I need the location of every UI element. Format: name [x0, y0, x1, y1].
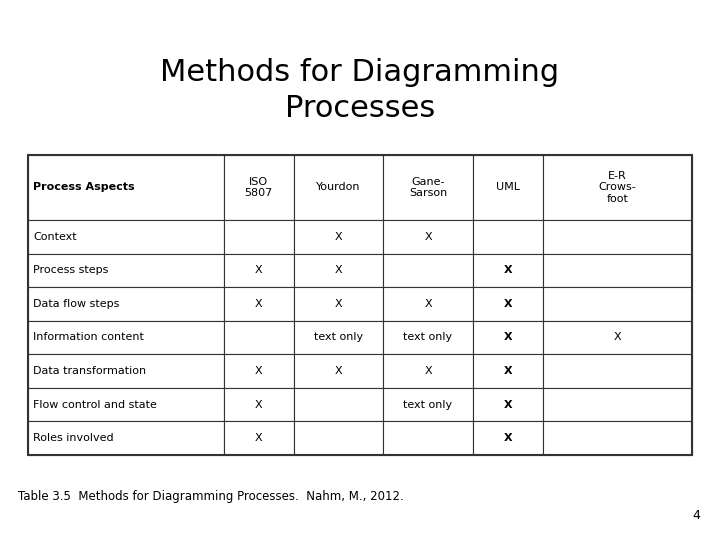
- Text: Data flow steps: Data flow steps: [33, 299, 120, 309]
- Bar: [543, 354, 692, 388]
- Text: UML: UML: [496, 183, 520, 192]
- Text: ISO
5807: ISO 5807: [245, 177, 273, 198]
- Text: Gane-
Sarson: Gane- Sarson: [409, 177, 447, 198]
- Text: Data transformation: Data transformation: [33, 366, 146, 376]
- Bar: [224, 388, 294, 421]
- Bar: [224, 155, 294, 220]
- Text: X: X: [255, 265, 263, 275]
- Bar: [543, 155, 692, 220]
- Bar: [28, 220, 224, 254]
- Text: X: X: [255, 366, 263, 376]
- Bar: [28, 354, 224, 388]
- Bar: [28, 155, 692, 455]
- Text: X: X: [503, 265, 512, 275]
- Bar: [473, 287, 543, 321]
- Text: X: X: [255, 433, 263, 443]
- Bar: [224, 421, 294, 455]
- Text: 4: 4: [692, 509, 700, 522]
- Bar: [543, 287, 692, 321]
- Bar: [383, 254, 473, 287]
- Text: X: X: [255, 299, 263, 309]
- Text: X: X: [335, 299, 342, 309]
- Text: E-R
Crows-
foot: E-R Crows- foot: [598, 171, 636, 204]
- Bar: [473, 220, 543, 254]
- Bar: [543, 220, 692, 254]
- Text: Table 3.5  Methods for Diagramming Processes.  Nahm, M., 2012.: Table 3.5 Methods for Diagramming Proces…: [18, 490, 404, 503]
- Text: Roles involved: Roles involved: [33, 433, 114, 443]
- Bar: [473, 321, 543, 354]
- Bar: [224, 321, 294, 354]
- Bar: [543, 254, 692, 287]
- Text: Context: Context: [33, 232, 76, 242]
- Bar: [28, 155, 224, 220]
- Bar: [294, 287, 383, 321]
- Text: Process steps: Process steps: [33, 265, 109, 275]
- Text: Methods for Diagramming
Processes: Methods for Diagramming Processes: [161, 58, 559, 123]
- Bar: [543, 321, 692, 354]
- Text: X: X: [424, 232, 432, 242]
- Text: X: X: [503, 400, 512, 410]
- Text: Yourdon: Yourdon: [316, 183, 361, 192]
- Bar: [28, 287, 224, 321]
- Text: X: X: [255, 400, 263, 410]
- Bar: [224, 287, 294, 321]
- Bar: [543, 421, 692, 455]
- Text: Information content: Information content: [33, 333, 144, 342]
- Text: Process Aspects: Process Aspects: [33, 183, 135, 192]
- Bar: [294, 220, 383, 254]
- Bar: [294, 155, 383, 220]
- Bar: [383, 321, 473, 354]
- Bar: [224, 354, 294, 388]
- Text: text only: text only: [403, 400, 453, 410]
- Text: X: X: [503, 366, 512, 376]
- Bar: [294, 421, 383, 455]
- Text: text only: text only: [403, 333, 453, 342]
- Bar: [383, 354, 473, 388]
- Bar: [473, 155, 543, 220]
- Text: X: X: [424, 299, 432, 309]
- Bar: [294, 354, 383, 388]
- Bar: [383, 287, 473, 321]
- Bar: [473, 254, 543, 287]
- Bar: [473, 388, 543, 421]
- Bar: [294, 321, 383, 354]
- Bar: [294, 388, 383, 421]
- Bar: [383, 220, 473, 254]
- Text: text only: text only: [314, 333, 363, 342]
- Bar: [543, 388, 692, 421]
- Bar: [224, 220, 294, 254]
- Bar: [383, 421, 473, 455]
- Text: X: X: [503, 333, 512, 342]
- Bar: [383, 388, 473, 421]
- Bar: [28, 254, 224, 287]
- Text: Flow control and state: Flow control and state: [33, 400, 157, 410]
- Text: X: X: [503, 299, 512, 309]
- Text: X: X: [424, 366, 432, 376]
- Bar: [28, 388, 224, 421]
- Bar: [28, 321, 224, 354]
- Text: X: X: [503, 433, 512, 443]
- Bar: [473, 421, 543, 455]
- Text: X: X: [613, 333, 621, 342]
- Text: X: X: [335, 232, 342, 242]
- Bar: [28, 421, 224, 455]
- Text: X: X: [335, 265, 342, 275]
- Bar: [383, 155, 473, 220]
- Bar: [224, 254, 294, 287]
- Text: X: X: [335, 366, 342, 376]
- Bar: [294, 254, 383, 287]
- Bar: [473, 354, 543, 388]
